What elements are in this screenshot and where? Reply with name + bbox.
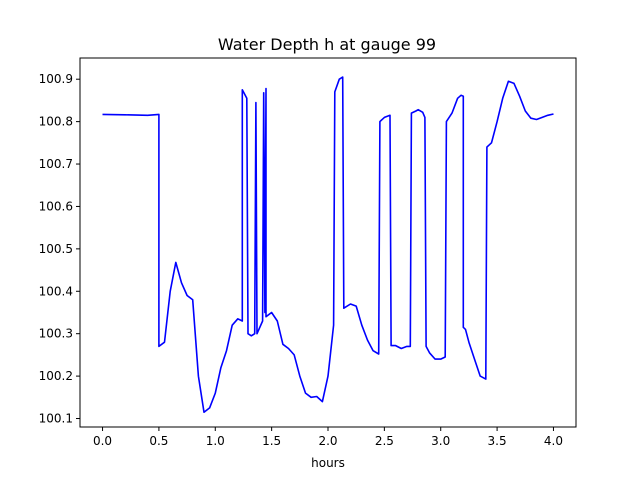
chart-title: Water Depth h at gauge 99	[218, 35, 436, 54]
x-tick-label: 3.5	[488, 434, 507, 448]
y-tick-label: 100.2	[39, 369, 73, 383]
y-tick-label: 100.9	[39, 72, 73, 86]
x-tick-label: 2.5	[375, 434, 394, 448]
series-line	[102, 76, 554, 414]
x-tick-label: 0.5	[149, 434, 168, 448]
x-axis: 0.0 0.5 1.0 1.5 2.0 2.5 3.0 3.5 4.0	[93, 427, 563, 448]
x-tick-label: 1.0	[206, 434, 225, 448]
y-axis: 100.1 100.2 100.3 100.4 100.5 100.6 100.7 100.8…	[39, 72, 80, 426]
series-layer	[102, 76, 554, 414]
y-tick-label: 100.8	[39, 115, 73, 129]
x-tick-label: 0.0	[93, 434, 112, 448]
y-tick-label: 100.6	[39, 199, 73, 213]
x-tick-label: 3.0	[431, 434, 450, 448]
x-tick-label: 2.0	[318, 434, 337, 448]
y-tick-label: 100.7	[39, 157, 73, 171]
y-tick-label: 100.1	[39, 412, 73, 426]
y-tick-label: 100.5	[39, 242, 73, 256]
y-tick-label: 100.4	[39, 284, 73, 298]
x-axis-label: hours	[311, 456, 345, 470]
x-tick-label: 1.5	[262, 434, 281, 448]
y-tick-label: 100.3	[39, 327, 73, 341]
x-tick-label: 4.0	[544, 434, 563, 448]
